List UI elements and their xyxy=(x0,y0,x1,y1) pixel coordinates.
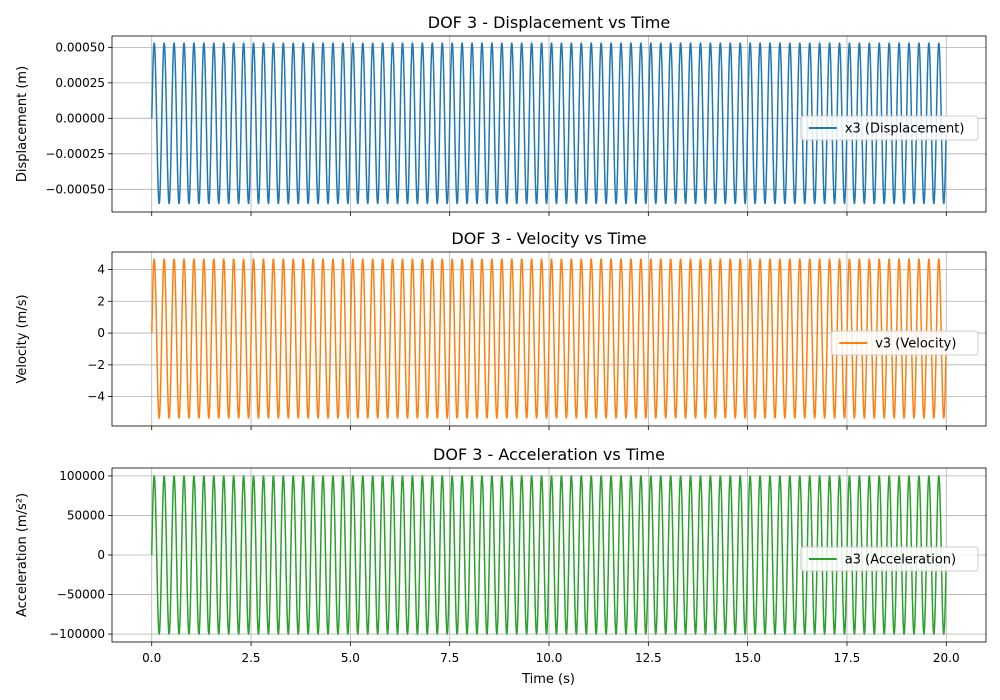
series-line-1 xyxy=(150,42,948,205)
subplot-3: 0.0 2.5 5.0 7.5 10.0 12.5 15.0 17.5 20.0 100000 50… xyxy=(15,445,987,665)
y-tick-label: 0.00025 xyxy=(55,76,105,90)
legend: v3 (Velocity) xyxy=(830,330,979,356)
chart-title: DOF 3 - Acceleration vs Time xyxy=(433,445,665,464)
chart-title: DOF 3 - Velocity vs Time xyxy=(451,229,646,248)
x-tick-label: 5.0 xyxy=(341,651,360,665)
y-tick-label: −0.00050 xyxy=(45,182,105,196)
x-tick-label: 15.0 xyxy=(734,651,761,665)
y-tick-label: 50000 xyxy=(67,508,105,522)
legend: a3 (Acceleration) xyxy=(800,546,979,572)
figure-x-axis-label: Time (s) xyxy=(521,672,575,687)
y-tick-label: 100000 xyxy=(59,469,105,483)
y-axis-label: Velocity (m/s) xyxy=(15,294,30,383)
legend-box xyxy=(800,546,979,572)
y-tick-label: 2 xyxy=(97,294,105,308)
subplot-2: 4 2 0 −2 −4 DOF 3 - Velocity vs Time Velocity … xyxy=(15,229,987,430)
legend-box xyxy=(830,330,979,356)
y-tick-label: −100000 xyxy=(49,627,105,641)
chart-title: DOF 3 - Displacement vs Time xyxy=(428,13,670,32)
y-tick-label: −0.00025 xyxy=(45,147,105,161)
x-tick-label: 7.5 xyxy=(440,651,459,665)
legend: x3 (Displacement) xyxy=(800,115,979,141)
subplot-1: 0.00050 0.00025 0.00000 −0.00025 −0.00050 DOF… xyxy=(15,13,987,216)
x-tick-label: 0.0 xyxy=(142,651,161,665)
y-axis-label: Displacement (m) xyxy=(15,66,30,182)
y-tick-label: 4 xyxy=(97,262,105,276)
y-tick-label: −2 xyxy=(87,358,105,372)
y-tick-label: 0 xyxy=(97,326,105,340)
x-tick-label: 2.5 xyxy=(241,651,260,665)
x-tick-label: 10.0 xyxy=(536,651,563,665)
x-tick-label: 12.5 xyxy=(635,651,662,665)
legend-label: v3 (Velocity) xyxy=(875,337,956,352)
y-tick-label: 0 xyxy=(97,548,105,562)
y-tick-label: −50000 xyxy=(57,588,105,602)
legend-box xyxy=(800,115,979,141)
y-tick-label: −4 xyxy=(87,390,105,404)
y-tick-label: 0.00050 xyxy=(55,40,105,54)
series-line-2 xyxy=(150,258,948,419)
series-line-3 xyxy=(150,475,948,635)
y-tick-label: 0.00000 xyxy=(55,111,105,125)
legend-label: x3 (Displacement) xyxy=(845,122,965,137)
x-tick-label: 20.0 xyxy=(933,651,960,665)
y-axis-label: Acceleration (m/s²) xyxy=(15,493,30,617)
x-tick-label: 17.5 xyxy=(834,651,861,665)
legend-label: a3 (Acceleration) xyxy=(845,553,956,568)
